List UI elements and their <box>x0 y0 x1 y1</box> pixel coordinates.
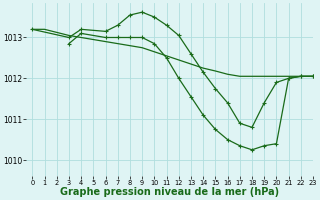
X-axis label: Graphe pression niveau de la mer (hPa): Graphe pression niveau de la mer (hPa) <box>60 187 279 197</box>
